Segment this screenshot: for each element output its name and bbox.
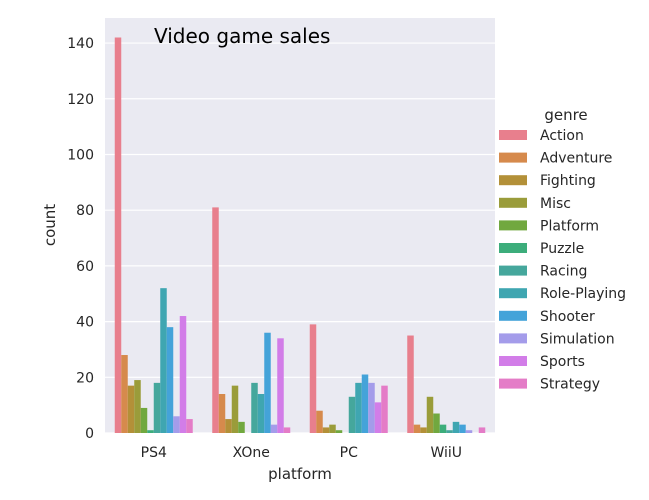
bar-pc-racing [348, 396, 356, 433]
y-tick-labels: 0 20 40 60 80 100 120 140 [67, 36, 94, 442]
bar-ps4-platform [140, 407, 148, 433]
bar-wiiu-misc [426, 396, 434, 433]
y-axis-label: count [41, 204, 59, 246]
bar-pc-shooter [361, 374, 369, 433]
bar-wiiu-strategy [478, 427, 486, 433]
legend-entry: Sports [540, 354, 585, 370]
bar-ps4-racing [153, 382, 161, 433]
bar-pc-action [309, 324, 317, 433]
bar-xone-sports [277, 338, 284, 433]
legend-swatch [499, 265, 527, 276]
bar-ps4-strategy [186, 419, 193, 433]
x-tick-label: PC [340, 445, 358, 461]
legend: genre Action Adventure Fighting Misc Platfor… [499, 106, 626, 393]
y-tick-label: 120 [67, 92, 94, 108]
legend-entry: Adventure [540, 151, 612, 167]
bar-wiiu-shooter [459, 424, 466, 433]
y-tick-label: 100 [67, 147, 94, 163]
bar-ps4-action [114, 37, 122, 433]
legend-entry: Shooter [540, 309, 595, 325]
bar-ps4-simulation [173, 416, 180, 433]
x-tick-labels: PS4 XOne PC WiiU [141, 445, 462, 461]
bar-wiiu-racing [446, 430, 453, 433]
legend-entry: Misc [540, 196, 571, 212]
y-tick-label: 0 [85, 426, 94, 442]
bar-wiiu-adventure [413, 424, 421, 433]
bar-ps4-role-playing [160, 288, 167, 433]
bar-wiiu-platform [433, 413, 440, 433]
legend-entry: Racing [540, 264, 587, 280]
x-axis-label: platform [268, 465, 332, 483]
chart-title: Video game sales [154, 24, 330, 48]
legend-entry: Platform [540, 218, 599, 234]
bar-xone-action [212, 207, 219, 433]
legend-swatch [499, 130, 527, 140]
bar-ps4-shooter [166, 327, 174, 433]
bar-ps4-sports [179, 316, 187, 433]
legend-swatch [499, 288, 527, 299]
legend-swatch [499, 197, 527, 208]
bar-xone-strategy [283, 427, 291, 433]
y-tick-label: 140 [67, 36, 94, 52]
bar-pc-simulation [368, 382, 375, 433]
bar-ps4-fighting [127, 385, 135, 433]
bar-xone-fighting [225, 419, 232, 433]
legend-swatch [499, 310, 527, 321]
y-tick-label: 60 [76, 259, 94, 275]
y-tick-label: 40 [76, 315, 94, 331]
bar-ps4-puzzle [147, 430, 154, 433]
x-tick-label: PS4 [141, 445, 167, 461]
x-tick-label: WiiU [430, 445, 462, 461]
bar-pc-adventure [316, 410, 323, 433]
legend-swatch [499, 220, 527, 231]
bar-wiiu-fighting [420, 427, 427, 433]
legend-entry: Simulation [540, 331, 615, 347]
bar-ps4-adventure [121, 355, 128, 433]
bar-pc-role-playing [355, 382, 362, 433]
legend-swatch [499, 175, 527, 186]
bar-xone-simulation [270, 424, 278, 433]
bar-wiiu-role-playing [452, 421, 460, 433]
legend-swatch [499, 333, 527, 344]
bar-pc-strategy [381, 385, 388, 433]
legend-title: genre [544, 106, 587, 124]
bar-xone-platform [238, 421, 245, 433]
legend-swatch [499, 243, 527, 253]
bar-pc-misc [329, 424, 336, 433]
bar-wiiu-simulation [465, 430, 473, 433]
bar-pc-fighting [322, 427, 330, 433]
bars [114, 37, 486, 433]
bar-pc-platform [335, 430, 343, 433]
bar-xone-misc [231, 385, 239, 433]
legend-swatch [499, 356, 527, 366]
legend-entry: Fighting [540, 173, 596, 189]
legend-swatch [499, 152, 527, 163]
bar-wiiu-puzzle [439, 424, 447, 433]
bar-xone-role-playing [257, 394, 265, 433]
legend-swatch [499, 378, 527, 389]
bar-xone-shooter [264, 332, 271, 433]
legend-entry: Role-Playing [540, 286, 626, 302]
legend-entry: Puzzle [540, 241, 584, 257]
y-tick-label: 80 [76, 203, 94, 219]
x-tick-label: XOne [233, 445, 270, 461]
bar-wiiu-action [407, 335, 414, 433]
legend-entry: Action [540, 128, 584, 144]
bar-xone-adventure [218, 394, 226, 433]
bar-pc-sports [374, 402, 382, 433]
legend-entry: Strategy [540, 377, 600, 393]
y-tick-label: 20 [76, 370, 94, 386]
bar-ps4-misc [134, 380, 141, 433]
bar-xone-racing [251, 382, 258, 433]
